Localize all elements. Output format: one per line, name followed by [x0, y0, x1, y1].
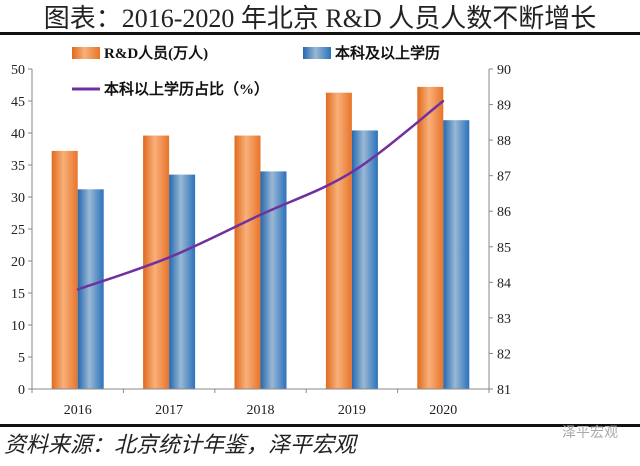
ratio-point-2016: [76, 288, 79, 291]
right-tick-label: 81: [497, 383, 511, 398]
source-note: 资料来源：北京统计年鉴，泽平宏观: [4, 432, 359, 457]
left-tick-label: 0: [18, 383, 25, 398]
legend-label-rd: R&D人员(万人): [104, 45, 208, 62]
left-tick-label: 40: [11, 127, 25, 142]
right-tick-label: 86: [497, 205, 511, 220]
right-tick-label: 82: [497, 347, 511, 362]
x-tick-label: 2018: [247, 403, 275, 418]
left-tick-label: 15: [11, 287, 25, 302]
right-tick-label: 83: [497, 312, 511, 327]
bar-bachelor-2019: [351, 130, 378, 389]
legend-swatch-bachelor: [303, 47, 331, 59]
left-tick-label: 25: [11, 223, 25, 238]
left-tick-label: 5: [18, 351, 25, 366]
right-tick-label: 88: [497, 134, 511, 149]
bar-rd-2020: [417, 86, 444, 390]
x-tick-label: 2020: [429, 403, 457, 418]
chart-title: 图表：2016-2020 年北京 R&D 人员人数不断增长: [44, 4, 597, 33]
ratio-point-2020: [442, 100, 445, 102]
left-tick-label: 20: [11, 255, 25, 270]
left-tick-label: 45: [11, 95, 25, 110]
ratio-point-2019: [350, 171, 353, 174]
bar-rd-2018: [234, 135, 261, 389]
watermark: 泽平宏观: [562, 425, 618, 441]
right-tick-label: 89: [497, 99, 511, 114]
left-tick-label: 35: [11, 159, 25, 174]
right-tick-label: 87: [497, 170, 511, 185]
x-tick-label: 2017: [155, 403, 183, 418]
x-tick-label: 2016: [64, 403, 92, 418]
bar-rd-2019: [325, 92, 352, 390]
right-tick-label: 84: [497, 276, 511, 291]
legend-label-bachelor: 本科及以上学历: [335, 44, 440, 62]
legend: R&D人员(万人) 本科及以上学历 本科以上学历占比（%）: [72, 44, 440, 98]
ratio-point-2018: [259, 213, 262, 216]
legend-swatch-rd: [72, 47, 100, 59]
x-tick-label: 2019: [338, 403, 366, 418]
title-rule: [0, 32, 640, 35]
left-tick-label: 10: [11, 319, 25, 334]
left-tick-label: 30: [11, 191, 25, 206]
left-tick-label: 50: [11, 63, 25, 78]
bar-rd-2016: [51, 150, 78, 389]
legend-label-ratio: 本科以上学历占比（%）: [104, 80, 269, 98]
right-tick-label: 90: [497, 63, 511, 78]
ratio-point-2017: [168, 256, 171, 259]
bar-bachelor-2017: [169, 174, 196, 389]
right-tick-label: 85: [497, 241, 511, 256]
bar-bachelor-2020: [443, 120, 470, 389]
footer-rule: [0, 424, 640, 427]
